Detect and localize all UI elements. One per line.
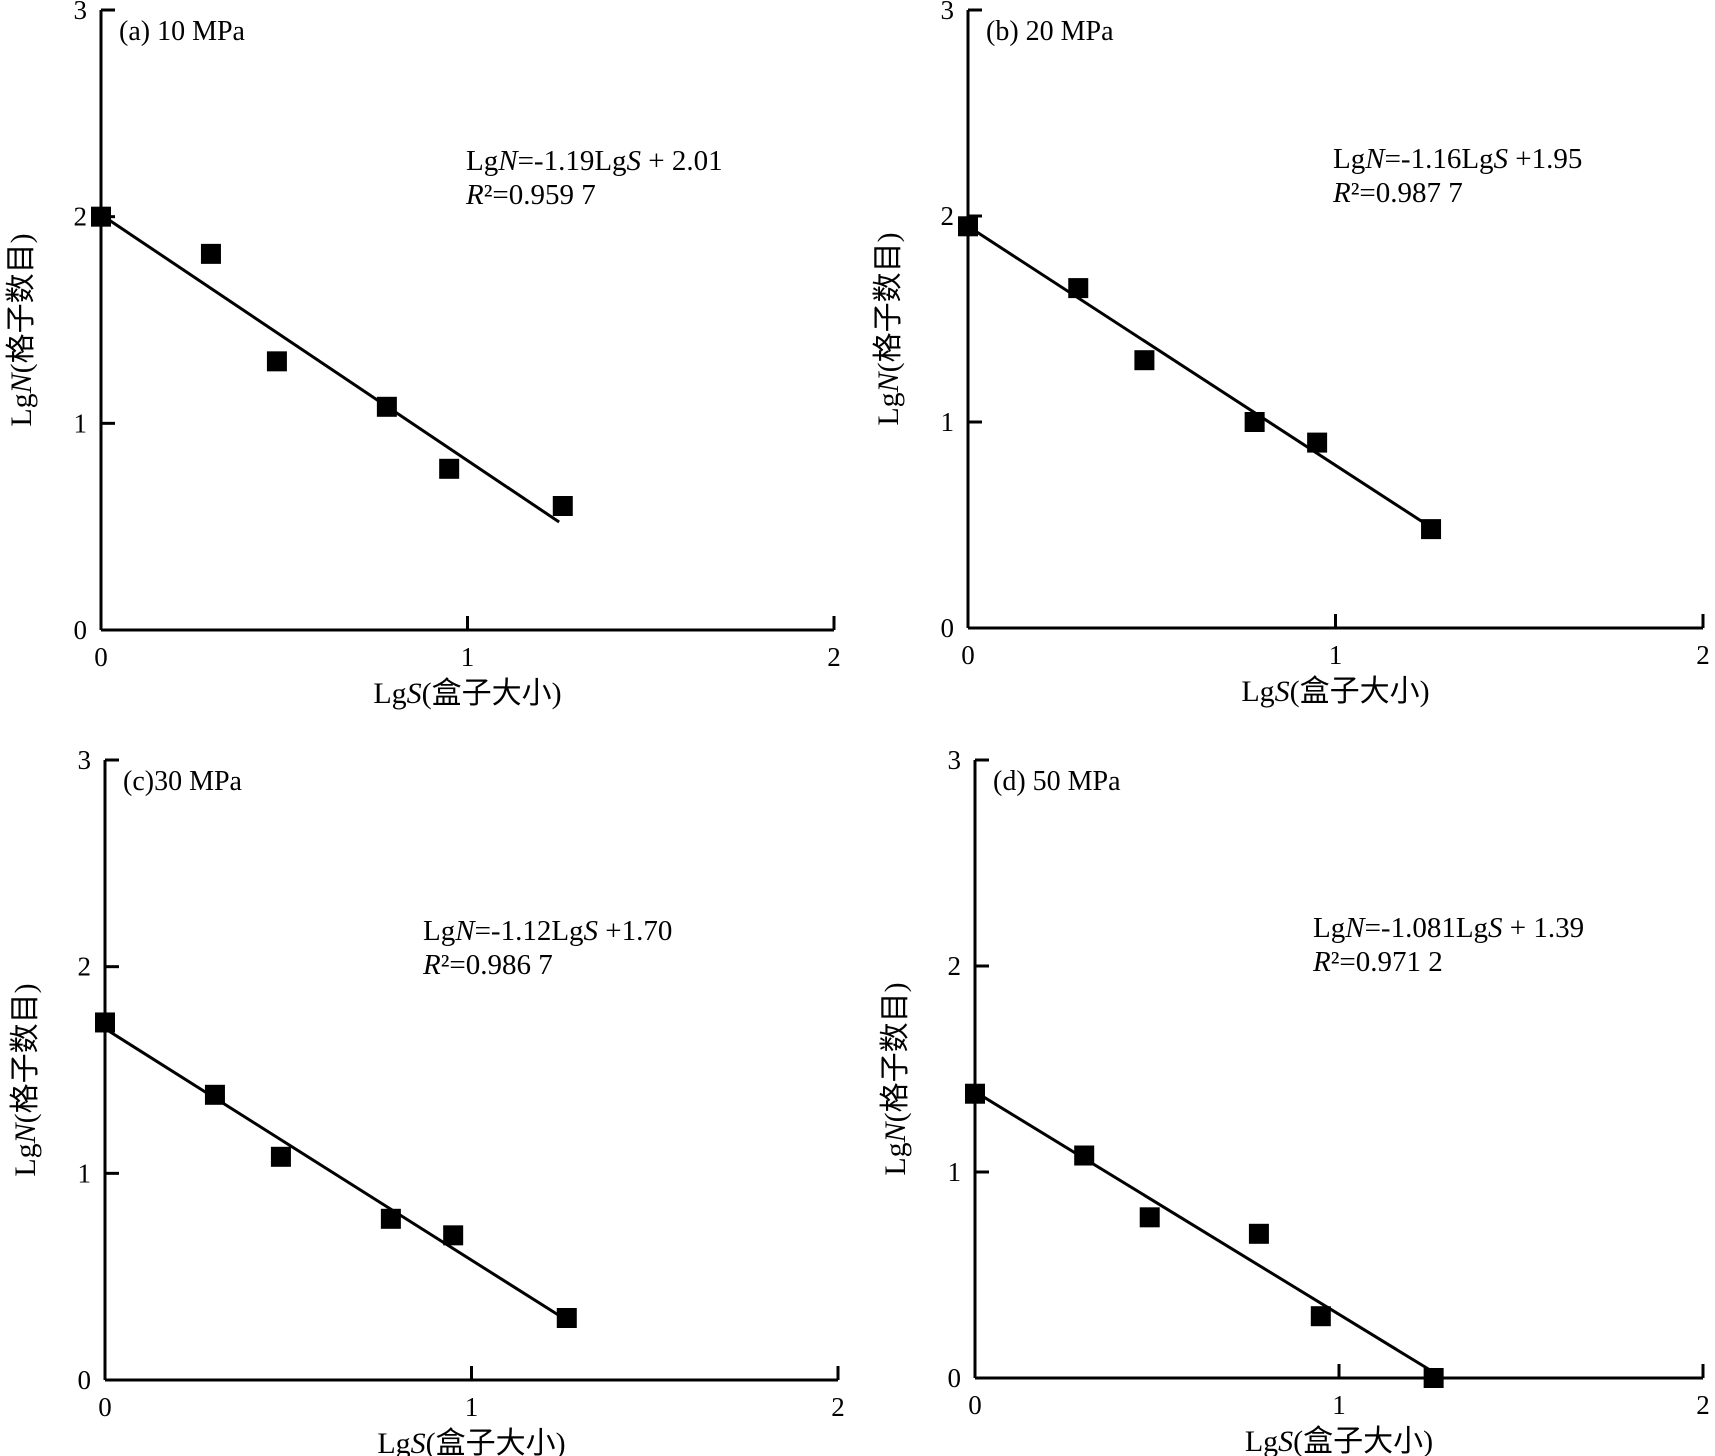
panel-b: 0 1 2 3 0 1 2 (b) 20 MPa LgN=-1.16LgS +1.95R²=0.… (872, 0, 1710, 708)
data-point (552, 496, 573, 516)
x-tick-label: 0 (98, 1392, 112, 1422)
panel-label: (d) 50 MPa (993, 766, 1121, 797)
data-point (1421, 519, 1442, 540)
y-tick-label: 3 (74, 0, 88, 25)
y-tick-label: 2 (74, 202, 88, 232)
x-tick-label: 1 (1332, 1390, 1346, 1420)
r-squared: R²=0.986 7 (422, 949, 553, 981)
y-tick-label: 2 (948, 951, 962, 981)
data-point (376, 396, 397, 417)
x-axis-title: LgS(盒子大小) (1245, 1425, 1433, 1456)
r-squared: R²=0.971 2 (1312, 946, 1443, 978)
y-axis-title: LgN(格子数目) (879, 982, 912, 1175)
y-tick-label: 3 (941, 0, 955, 25)
data-point (380, 1208, 401, 1229)
panel-label: (c)30 MPa (123, 766, 243, 797)
data-point (556, 1308, 577, 1328)
data-point (266, 351, 287, 372)
data-point (200, 243, 221, 264)
x-tick-label: 2 (827, 642, 841, 672)
data-point (1310, 1306, 1331, 1327)
data-point (270, 1146, 291, 1167)
data-point (439, 458, 460, 479)
data-point (1134, 350, 1155, 371)
data-point (1139, 1207, 1160, 1228)
data-point (958, 216, 978, 237)
data-point (1244, 412, 1265, 432)
panel-label: (a) 10 MPa (119, 16, 246, 47)
y-tick-label: 1 (948, 1157, 962, 1187)
data-point (91, 206, 111, 227)
data-point (204, 1084, 225, 1105)
data-point (1423, 1368, 1444, 1388)
y-tick-label: 1 (941, 407, 955, 437)
r-squared: R²=0.959 7 (465, 179, 596, 211)
fit-equation: LgN=-1.081LgS + 1.39 (1313, 912, 1584, 944)
y-tick-label: 0 (948, 1363, 962, 1393)
x-tick-label: 1 (461, 642, 475, 672)
data-point (1074, 1145, 1095, 1166)
fit-equation: LgN=-1.19LgS + 2.01 (466, 145, 723, 177)
x-tick-label: 0 (94, 642, 108, 672)
x-axis-title: LgS(盒子大小) (1241, 675, 1429, 708)
y-axis-title: LgN(格子数目) (9, 983, 42, 1176)
y-tick-label: 2 (78, 952, 92, 982)
y-axis-title: LgN(格子数目) (5, 233, 38, 426)
fit-line (974, 1090, 1431, 1372)
panel-label: (b) 20 MPa (986, 16, 1114, 47)
x-tick-label: 2 (1696, 1390, 1710, 1420)
x-tick-label: 1 (1329, 640, 1343, 670)
panel-a: 0 1 2 3 0 1 2 (a) 10 MPa LgN=-1.19LgS + 2.01R²=0… (5, 0, 841, 710)
data-point (443, 1225, 464, 1246)
y-tick-label: 0 (941, 613, 955, 643)
fit-line (100, 213, 560, 524)
x-tick-label: 0 (968, 1390, 982, 1420)
data-point (1248, 1223, 1269, 1244)
r-squared: R²=0.987 7 (1332, 177, 1463, 209)
x-axis-title: LgS(盒子大小) (373, 677, 561, 710)
fit-line (104, 1027, 564, 1320)
panel-d: 0 1 2 3 0 1 2 (d) 50 MPa LgN=-1.081LgS + 1.39R²=… (879, 745, 1710, 1456)
x-tick-label: 2 (831, 1392, 845, 1422)
y-tick-label: 0 (78, 1365, 92, 1395)
x-tick-label: 2 (1696, 640, 1710, 670)
x-axis-title: LgS(盒子大小) (377, 1427, 565, 1456)
data-point (1068, 278, 1089, 299)
y-tick-label: 1 (78, 1158, 92, 1188)
x-tick-label: 1 (465, 1392, 479, 1422)
data-point (95, 1012, 115, 1033)
data-point (1307, 432, 1328, 453)
y-tick-label: 0 (74, 615, 88, 645)
fit-equation: LgN=-1.12LgS +1.70 (423, 915, 672, 947)
x-tick-label: 0 (961, 640, 975, 670)
y-tick-label: 2 (941, 201, 955, 231)
fit-line (967, 225, 1429, 527)
y-tick-label: 3 (948, 745, 962, 775)
data-point (965, 1083, 985, 1104)
y-tick-label: 3 (78, 745, 92, 775)
fit-equation: LgN=-1.16LgS +1.95 (1333, 143, 1582, 175)
panel-c: 0 1 2 3 0 1 2 (c)30 MPa LgN=-1.12LgS +1.70R²=0.9… (9, 745, 845, 1456)
y-tick-label: 1 (74, 408, 88, 438)
y-axis-title: LgN(格子数目) (872, 232, 905, 425)
